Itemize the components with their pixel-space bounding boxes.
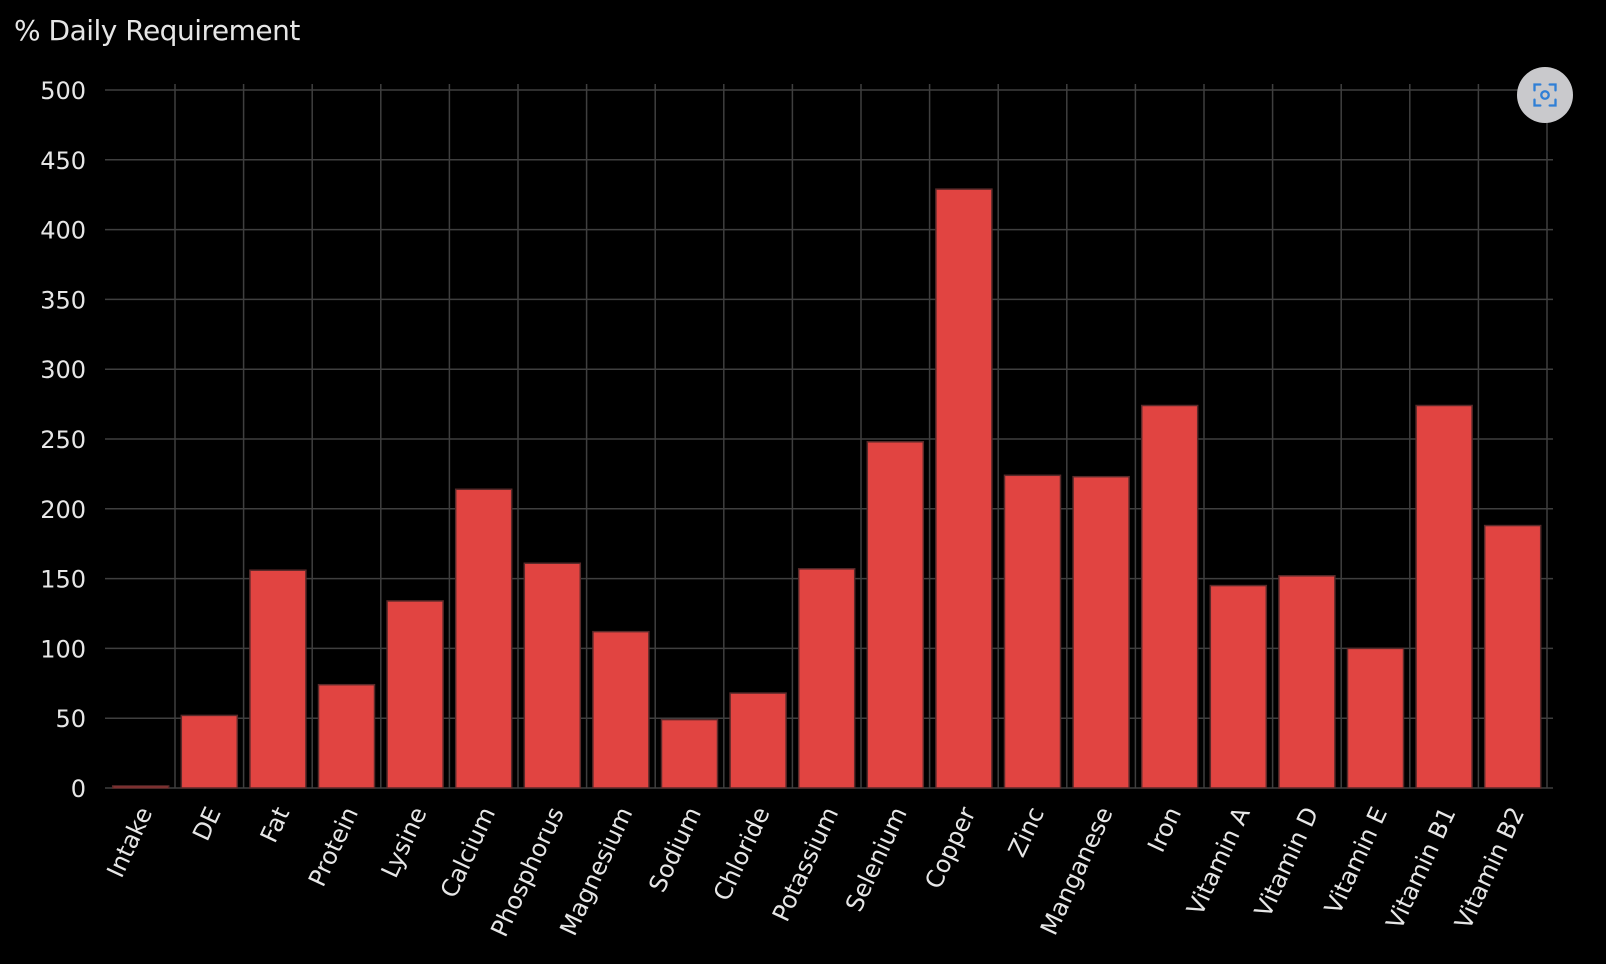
x-tick-label: Iron [1142, 803, 1187, 857]
grid-lines [105, 84, 1553, 789]
y-tick-label: 250 [40, 426, 86, 454]
bar-de[interactable] [180, 714, 239, 789]
bars [111, 188, 1542, 789]
x-tick-label: Manganese [1035, 803, 1119, 940]
x-tick-label: Potassium [767, 803, 844, 926]
y-tick-label: 200 [40, 496, 86, 524]
x-tick-label: Chloride [708, 803, 776, 905]
x-tick-label: Vitamin D [1249, 803, 1324, 922]
bar-manganese[interactable] [1072, 475, 1130, 789]
y-tick-label: 400 [40, 217, 86, 245]
bar-fat[interactable] [249, 569, 307, 789]
x-tick-label: Sodium [643, 803, 707, 897]
bar-vitamin-d[interactable] [1278, 575, 1336, 789]
y-tick-label: 500 [40, 77, 86, 105]
x-tick-label: Intake [101, 803, 158, 882]
x-tick-label: Copper [919, 803, 981, 893]
bar-zinc[interactable] [1003, 474, 1062, 789]
bar-potassium[interactable] [797, 568, 856, 789]
x-tick-label: Lysine [376, 803, 433, 882]
x-tick-label: Selenium [840, 803, 913, 916]
bar-vitamin-b2[interactable] [1483, 524, 1542, 789]
x-tick-label: Calcium [435, 803, 501, 902]
x-tick-label: Magnesium [554, 803, 638, 940]
bar-chloride[interactable] [729, 692, 787, 789]
bar-protein[interactable] [317, 683, 376, 789]
x-tick-label: Vitamin A [1181, 802, 1256, 919]
x-tick-label: DE [187, 803, 227, 845]
y-tick-label: 450 [40, 147, 86, 175]
bar-vitamin-a[interactable] [1209, 584, 1268, 789]
y-tick-label: 100 [40, 635, 86, 663]
bar-iron[interactable] [1140, 404, 1199, 789]
x-tick-label: Vitamin B1 [1381, 803, 1462, 934]
bar-lysine[interactable] [386, 600, 444, 789]
y-tick-label: 50 [55, 705, 86, 733]
y-tick-label: 350 [40, 286, 86, 314]
bar-magnesium[interactable] [592, 630, 650, 789]
bar-phosphorus[interactable] [523, 562, 582, 789]
bar-vitamin-e[interactable] [1346, 647, 1405, 789]
bar-calcium[interactable] [454, 488, 513, 789]
chart-title: % Daily Requirement [14, 14, 300, 47]
bar-copper[interactable] [935, 188, 993, 789]
y-tick-label: 300 [40, 356, 86, 384]
bar-intake[interactable] [111, 785, 170, 789]
y-tick-label: 0 [71, 775, 86, 803]
x-tick-label: Vitamin E [1319, 803, 1393, 919]
focus-scan-icon [1533, 83, 1557, 107]
focus-button[interactable] [1517, 67, 1573, 123]
x-tick-label: Zinc [1003, 803, 1050, 862]
y-tick-label: 150 [40, 566, 86, 594]
bar-sodium[interactable] [660, 718, 719, 789]
x-axis-ticks: Intake DE Fat Protein Lysine CalciumPhosphoru… [101, 802, 1530, 941]
x-tick-label: Fat [255, 803, 295, 847]
x-tick-label: Vitamin B2 [1449, 803, 1530, 934]
y-axis-ticks: 0 50 100 150 200 250 300 350 400 450 500 [40, 77, 86, 803]
bar-selenium[interactable] [866, 441, 925, 789]
bar-vitamin-b1[interactable] [1415, 404, 1473, 789]
x-tick-label: Protein [303, 803, 364, 891]
